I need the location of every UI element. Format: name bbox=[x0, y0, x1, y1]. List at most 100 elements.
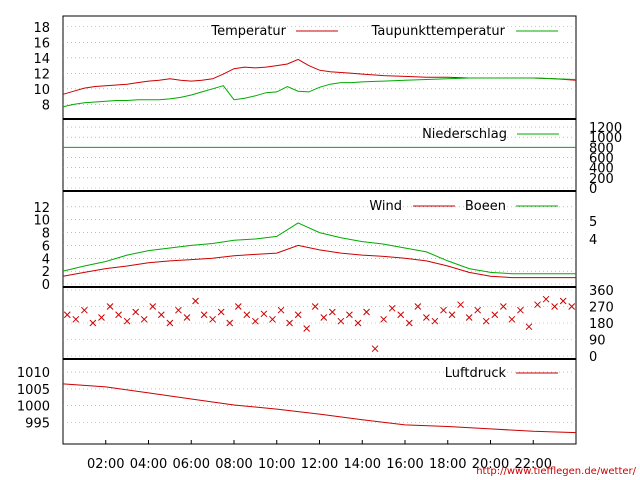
wind-direction-point-48 bbox=[474, 306, 482, 314]
wind-direction-point-16 bbox=[200, 311, 208, 319]
y-tick-label-temperature-18: 18 bbox=[33, 21, 50, 36]
x-tick-label-1800: 18:00 bbox=[429, 457, 466, 472]
wind-direction-point-57 bbox=[551, 303, 558, 310]
wind-direction-point-52 bbox=[508, 315, 516, 323]
y-tick-label-wind_direction-90: 90 bbox=[589, 334, 606, 349]
y-right-label-wind-5: 5 bbox=[589, 215, 597, 230]
y-tick-label-precipitation-200: 200 bbox=[589, 172, 614, 187]
data-series bbox=[62, 58, 577, 434]
wind-direction-point-41 bbox=[414, 303, 422, 310]
y-tick-label-pressure-1010: 1010 bbox=[17, 366, 50, 381]
y-tick-label-temperature-8: 8 bbox=[42, 98, 50, 113]
wind-direction-point-27 bbox=[294, 311, 302, 319]
wind-direction-point-49 bbox=[482, 317, 490, 325]
y-tick-label-wind-12: 12 bbox=[33, 201, 50, 216]
x-tick-label-1200: 12:00 bbox=[301, 457, 338, 472]
wind-direction-point-14 bbox=[183, 314, 191, 321]
wind-direction-point-59 bbox=[568, 303, 576, 310]
wind-direction-point-36 bbox=[371, 345, 379, 353]
wind-direction-point-21 bbox=[243, 311, 251, 319]
wind-direction-point-54 bbox=[525, 323, 533, 331]
y-tick-label-wind-6: 6 bbox=[42, 239, 50, 254]
y-tick-label-pressure-1005: 1005 bbox=[17, 383, 50, 398]
legend-taupunkt-label: Taupunkttemperatur bbox=[371, 24, 506, 39]
wind-direction-point-44 bbox=[440, 306, 447, 314]
y-tick-label-wind_direction-0: 0 bbox=[589, 350, 597, 365]
x-tick-label-0800: 08:00 bbox=[215, 457, 252, 472]
wind-direction-point-11 bbox=[157, 311, 165, 319]
x-tick-label-0600: 06:00 bbox=[173, 457, 210, 472]
wind-direction-point-38 bbox=[388, 304, 396, 312]
y-tick-label-wind-4: 4 bbox=[42, 252, 50, 267]
y-tick-label-precipitation-600: 600 bbox=[589, 152, 614, 167]
wind-direction-point-35 bbox=[363, 308, 370, 316]
wind-direction-point-43 bbox=[431, 317, 439, 325]
wind-direction-point-13 bbox=[175, 306, 182, 314]
y-tick-label-wind_direction-360: 360 bbox=[589, 284, 614, 299]
x-tick-label-1600: 16:00 bbox=[386, 457, 423, 472]
wind-direction-point-5 bbox=[106, 303, 114, 310]
wind-direction-point-34 bbox=[354, 319, 362, 327]
x-tick-label-1400: 14:00 bbox=[344, 457, 381, 472]
x-tick-label-2200: 22:00 bbox=[515, 457, 552, 472]
wind-direction-point-18 bbox=[217, 308, 225, 316]
footer-url: http://www.tiefflegen.de/wetter/ bbox=[476, 466, 636, 477]
y-tick-label-wind-10: 10 bbox=[33, 214, 50, 229]
legends: Temperatur Taupunkttemperatur Niederschl… bbox=[210, 24, 559, 381]
y-tick-label-temperature-12: 12 bbox=[33, 67, 50, 82]
wind-direction-point-28 bbox=[303, 325, 311, 332]
legend-boeen-label: Boeen bbox=[465, 199, 506, 214]
wind-direction-point-12 bbox=[166, 319, 174, 327]
wind-direction-point-31 bbox=[328, 308, 336, 316]
grid-lines bbox=[63, 26, 576, 423]
wind-direction-point-10 bbox=[149, 303, 157, 310]
y-tick-label-wind_direction-270: 270 bbox=[589, 301, 614, 316]
wind-direction-point-32 bbox=[337, 317, 345, 325]
wind-direction-point-2 bbox=[81, 306, 88, 314]
series-line-temperature-0 bbox=[62, 58, 577, 95]
wind-direction-point-40 bbox=[405, 319, 413, 327]
y-tick-label-pressure-1000: 1000 bbox=[17, 400, 50, 415]
series-line-pressure-0 bbox=[62, 383, 577, 434]
wind-direction-point-26 bbox=[286, 319, 293, 327]
y-tick-label-precipitation-0: 0 bbox=[589, 182, 597, 197]
wind-direction-point-15 bbox=[192, 297, 199, 305]
legend-wind-label: Wind bbox=[369, 199, 402, 214]
y-tick-label-wind-8: 8 bbox=[42, 227, 50, 242]
wind-direction-point-33 bbox=[346, 311, 353, 319]
y-tick-label-temperature-16: 16 bbox=[33, 36, 50, 51]
legend-luftdruck-label: Luftdruck bbox=[445, 366, 507, 381]
wind-direction-point-0 bbox=[63, 311, 71, 319]
wind-direction-point-51 bbox=[499, 303, 507, 310]
x-tick-label-0400: 04:00 bbox=[130, 457, 167, 472]
wind-direction-point-55 bbox=[534, 301, 541, 309]
y-tick-label-pressure-995: 995 bbox=[25, 417, 50, 432]
legend-temperatur-label: Temperatur bbox=[210, 24, 286, 39]
y-right-label-wind-4: 4 bbox=[589, 233, 597, 248]
x-tick-label-2000: 20:00 bbox=[472, 457, 509, 472]
wind-direction-point-53 bbox=[517, 306, 524, 314]
y-tick-label-wind-2: 2 bbox=[42, 265, 50, 280]
wind-direction-point-46 bbox=[457, 301, 464, 309]
wind-direction-point-30 bbox=[320, 314, 328, 321]
wind-direction-point-1 bbox=[72, 315, 80, 323]
wind-direction-point-17 bbox=[209, 315, 216, 323]
wind-direction-point-25 bbox=[277, 306, 285, 314]
wind-direction-point-6 bbox=[115, 311, 122, 319]
y-tick-label-wind-0: 0 bbox=[42, 278, 50, 293]
x-tick-label-1000: 10:00 bbox=[258, 457, 295, 472]
wind-direction-point-47 bbox=[465, 314, 473, 321]
series-line-wind-1 bbox=[62, 222, 576, 275]
wind-direction-point-50 bbox=[491, 311, 499, 319]
wind-direction-point-23 bbox=[260, 310, 268, 318]
wind-direction-point-4 bbox=[98, 314, 105, 321]
wind-direction-point-39 bbox=[397, 311, 405, 319]
wind-direction-point-8 bbox=[132, 308, 140, 316]
wind-direction-point-7 bbox=[123, 317, 131, 325]
legend-niederschlag-label: Niederschlag bbox=[422, 127, 507, 142]
wind-direction-point-9 bbox=[140, 315, 148, 323]
wind-direction-point-56 bbox=[542, 295, 550, 303]
y-tick-label-temperature-10: 10 bbox=[33, 83, 50, 98]
wind-direction-point-3 bbox=[89, 319, 97, 327]
